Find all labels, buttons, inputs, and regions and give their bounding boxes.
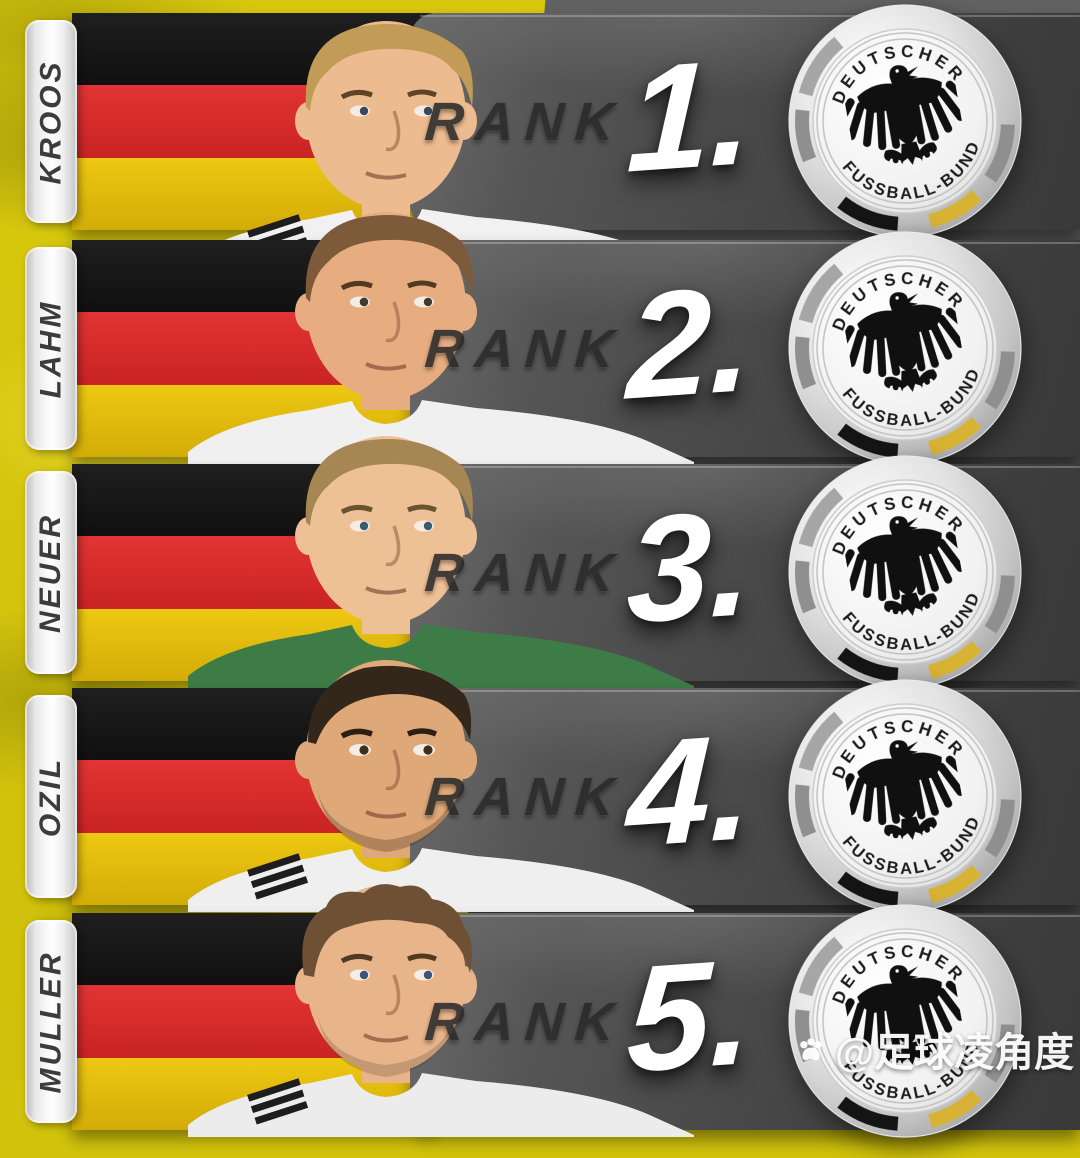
name-tab: KROOS <box>25 20 77 223</box>
ring-black-segment <box>837 196 899 231</box>
hair <box>308 665 472 744</box>
rank-row-3: RANK 3. DEUTSCHER FUSSBALL-BUND NEUER <box>0 436 1080 689</box>
watermark: @足球凌角度 <box>794 1020 1074 1078</box>
face <box>340 280 437 371</box>
ring-black-segment <box>837 871 899 906</box>
name-tab: NEUER <box>25 471 77 674</box>
jersey <box>188 400 694 464</box>
watermark-text: @足球凌角度 <box>834 1031 1074 1075</box>
name-tab: LAHM <box>25 247 77 450</box>
player-photo-lahm <box>180 206 700 464</box>
head <box>306 660 466 848</box>
dfb-badge: DEUTSCHER FUSSBALL-BUND <box>768 435 1041 708</box>
ring-gold-segment <box>928 189 982 228</box>
player-name: NEUER <box>34 512 68 633</box>
head <box>306 212 466 400</box>
player-name: OZIL <box>34 756 68 837</box>
hair <box>305 24 473 111</box>
face <box>340 89 437 180</box>
hair <box>302 884 472 977</box>
ring-black-segment <box>837 423 899 458</box>
head <box>306 436 466 624</box>
dfb-badge: DEUTSCHER FUSSBALL-BUND <box>768 211 1041 484</box>
hair <box>305 439 473 526</box>
dfb-badge: DEUTSCHER FUSSBALL-BUND <box>768 0 1041 258</box>
player-photo-ozil <box>180 654 700 912</box>
head <box>306 21 466 209</box>
rank-number: 2. <box>624 253 756 431</box>
rank-number: 3. <box>624 477 756 655</box>
paw-icon <box>800 1038 822 1061</box>
jersey <box>188 624 694 688</box>
player-name: KROOS <box>34 58 68 185</box>
rank-row-2: RANK 2. DEUTSCHER FUSSBALL-BUND LAHM <box>0 212 1080 465</box>
ring-gold-segment <box>928 864 982 903</box>
face <box>340 504 437 595</box>
rank-row-1: RANK 1. DEUTSCHER FUSSBALL-BUND KROOS <box>0 4 1080 273</box>
player-name: LAHM <box>34 299 67 398</box>
rank-row-4: RANK 4. DEUTSCHER FUSSBALL-BUND OZIL <box>0 660 1080 913</box>
rank-number: 4. <box>624 701 756 879</box>
rank-number: 5. <box>624 926 756 1104</box>
ring-gold-segment <box>928 640 982 679</box>
jersey-stripes <box>247 853 309 900</box>
name-tab: MULLER <box>25 920 77 1123</box>
player-name: MULLER <box>34 950 68 1093</box>
ring-black-segment <box>837 647 899 682</box>
rank-number: 1. <box>624 26 756 204</box>
head <box>306 885 466 1073</box>
face <box>316 953 456 1077</box>
name-tab: OZIL <box>25 695 77 898</box>
jersey <box>188 848 694 912</box>
hair <box>305 215 473 302</box>
face <box>316 728 456 852</box>
dfb-badge: DEUTSCHER FUSSBALL-BUND <box>768 659 1041 932</box>
ring-gold-segment <box>928 416 982 455</box>
player-photo-neuer <box>180 430 700 688</box>
